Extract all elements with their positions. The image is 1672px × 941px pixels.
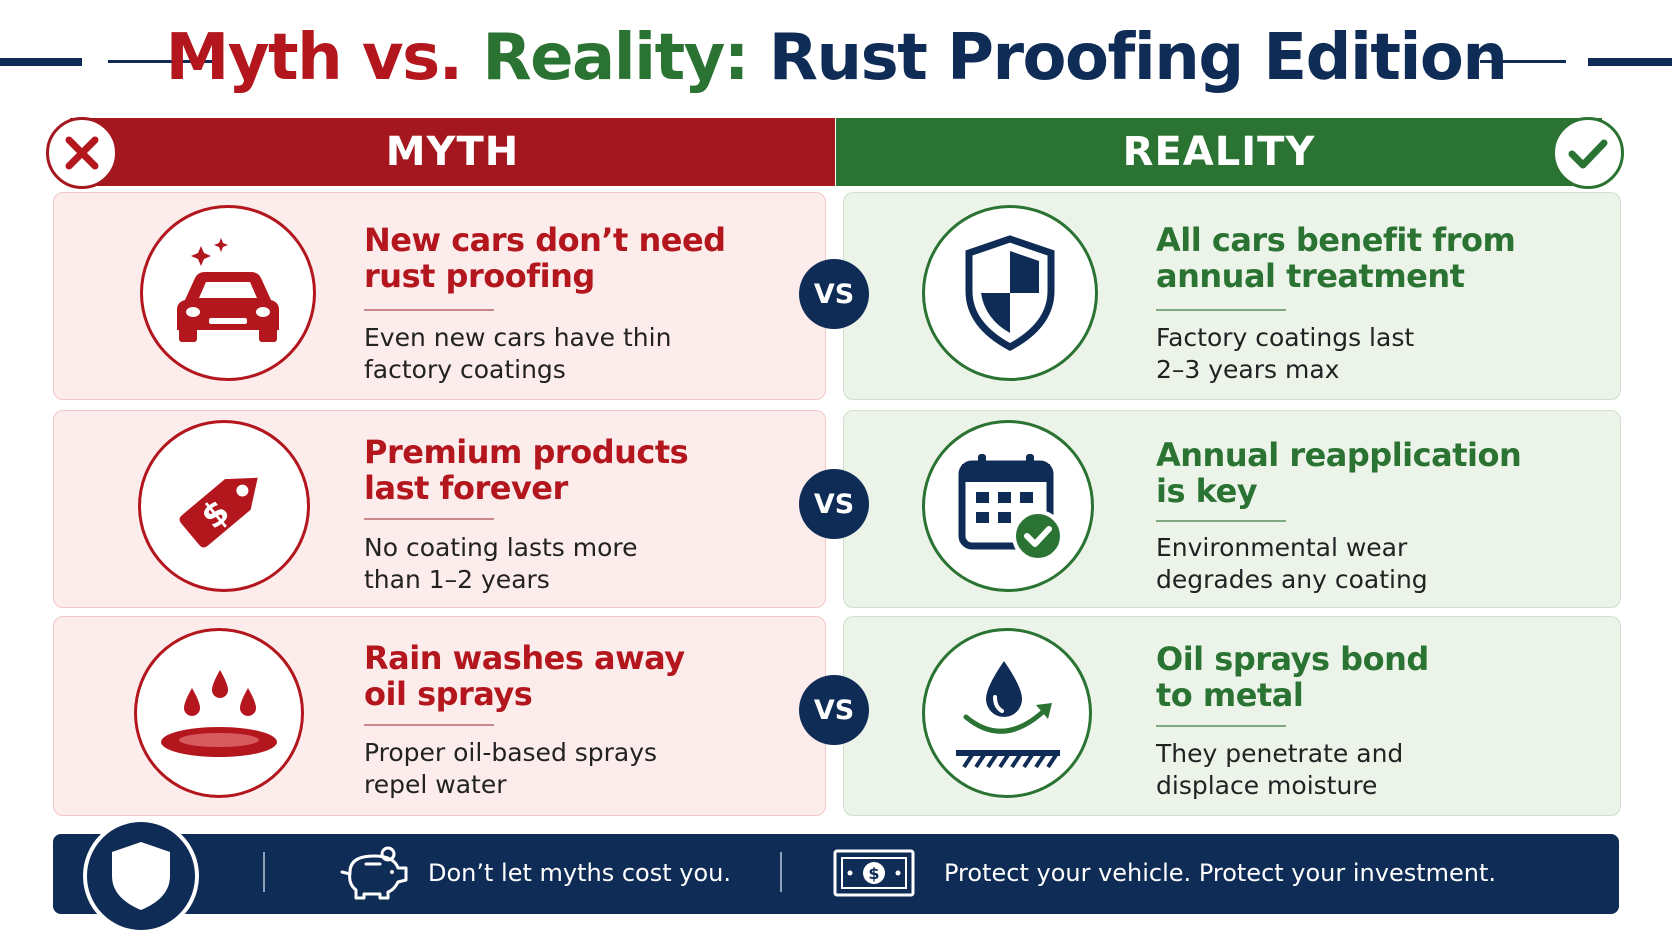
- myth-title-1: New cars don’t need rust proofing: [364, 221, 726, 295]
- reality-icon-circle-3: [922, 628, 1092, 798]
- reality-title-1: All cars benefit from annual treatment: [1156, 221, 1516, 295]
- reality-title-2: Annual reapplication is key: [1156, 436, 1522, 510]
- rain-puddle-icon: [161, 670, 277, 757]
- svg-text:$: $: [868, 864, 879, 883]
- x-badge: [46, 117, 118, 189]
- title-left-rule: [108, 60, 220, 63]
- reality-body-2: Environmental wear degrades any coating: [1156, 533, 1428, 594]
- vs-badge-3: VS: [799, 675, 869, 745]
- myth-header-label: MYTH: [385, 129, 520, 175]
- title-left-stripe: [0, 58, 82, 66]
- checkmark-icon: [1568, 139, 1608, 169]
- piggy-bank-icon: [340, 846, 408, 900]
- myth-header: MYTH: [70, 118, 835, 186]
- reality-icon-circle-2: [922, 420, 1094, 592]
- vs-badge-1: VS: [799, 259, 869, 329]
- title-rest: Rust Proofing Edition: [768, 21, 1508, 95]
- reality-rule-2: [1156, 520, 1286, 522]
- reality-body-3: They penetrate and displace moisture: [1156, 739, 1404, 800]
- myth-body-2: No coating lasts more than 1–2 years: [364, 533, 638, 594]
- myth-title-2: Premium products last forever: [364, 433, 689, 507]
- close-x-icon: [65, 136, 99, 170]
- myth-body-1: Even new cars have thin factory coatings: [364, 323, 672, 384]
- title-vs: vs.: [361, 21, 463, 95]
- shield-icon: [112, 842, 170, 910]
- reality-body-1: Factory coatings last 2–3 years max: [1156, 323, 1415, 384]
- calendar-check-icon: [958, 454, 1064, 562]
- page-title: Myth vs. Reality: Rust Proofing Edition: [0, 14, 1672, 102]
- footer-message-1: Don’t let myths cost you.: [428, 859, 731, 887]
- title-reality: Reality:: [482, 21, 749, 95]
- reality-rule-1: [1156, 309, 1286, 311]
- shield-icon: [965, 235, 1055, 351]
- footer-shield-badge: [83, 818, 199, 934]
- reality-header: REALITY: [836, 118, 1602, 186]
- myth-rule-2: [364, 518, 494, 520]
- myth-body-3: Proper oil-based sprays repel water: [364, 738, 658, 799]
- reality-icon-circle-1: [922, 205, 1098, 381]
- check-badge: [1552, 117, 1624, 189]
- myth-icon-circle-1: [140, 205, 316, 381]
- title-myth: Myth: [165, 21, 343, 95]
- oil-drop-bond-icon: [956, 661, 1060, 769]
- vs-badge-2: VS: [799, 469, 869, 539]
- myth-title-3: Rain washes away oil sprays: [364, 639, 685, 713]
- reality-title-3: Oil sprays bond to metal: [1156, 640, 1429, 714]
- myth-icon-circle-3: [134, 628, 304, 798]
- myth-rule-3: [364, 724, 494, 726]
- footer-message-2: Protect your vehicle. Protect your inves…: [944, 859, 1497, 887]
- car-icon: [177, 238, 279, 342]
- reality-header-label: REALITY: [1122, 129, 1316, 175]
- myth-icon-circle-2: $: [138, 420, 310, 592]
- price-tag-icon: $: [179, 477, 258, 548]
- reality-rule-3: [1156, 725, 1286, 727]
- footer-separator-1: [263, 852, 265, 892]
- title-right-rule: [1480, 60, 1566, 63]
- title-right-stripe: [1588, 58, 1672, 66]
- dollar-bill-icon: $: [833, 849, 915, 897]
- footer-separator-2: [780, 852, 782, 892]
- myth-rule-1: [364, 309, 494, 311]
